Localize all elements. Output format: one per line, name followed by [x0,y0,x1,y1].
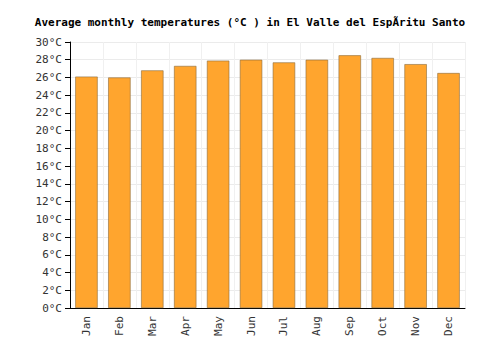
svg-text:Average monthly temperatures (: Average monthly temperatures (°C ) in El… [35,16,466,29]
svg-text:Jul: Jul [277,316,290,336]
svg-text:Oct: Oct [376,316,389,336]
svg-text:Jun: Jun [245,316,258,336]
svg-text:12°C: 12°C [36,195,63,208]
svg-text:4°C: 4°C [42,266,62,279]
svg-text:Aug: Aug [310,316,323,336]
svg-text:18°C: 18°C [36,142,63,155]
svg-text:30°C: 30°C [36,36,63,49]
svg-text:8°C: 8°C [42,231,62,244]
svg-text:26°C: 26°C [36,71,63,84]
svg-text:20°C: 20°C [36,124,63,137]
svg-text:22°C: 22°C [36,106,63,119]
svg-text:16°C: 16°C [36,160,63,173]
svg-text:Jan: Jan [80,316,93,336]
svg-text:28°C: 28°C [36,53,63,66]
svg-text:14°C: 14°C [36,177,63,190]
svg-text:2°C: 2°C [42,284,62,297]
svg-text:Dec: Dec [442,316,455,336]
svg-text:0°C: 0°C [42,302,62,315]
svg-text:Mar: Mar [146,316,159,336]
svg-text:May: May [212,316,225,336]
svg-text:24°C: 24°C [36,89,63,102]
svg-text:Sep: Sep [343,316,356,336]
svg-text:Nov: Nov [409,316,422,336]
svg-text:6°C: 6°C [42,248,62,261]
svg-text:Apr: Apr [179,316,192,336]
svg-text:Feb: Feb [113,316,126,336]
svg-text:10°C: 10°C [36,213,63,226]
